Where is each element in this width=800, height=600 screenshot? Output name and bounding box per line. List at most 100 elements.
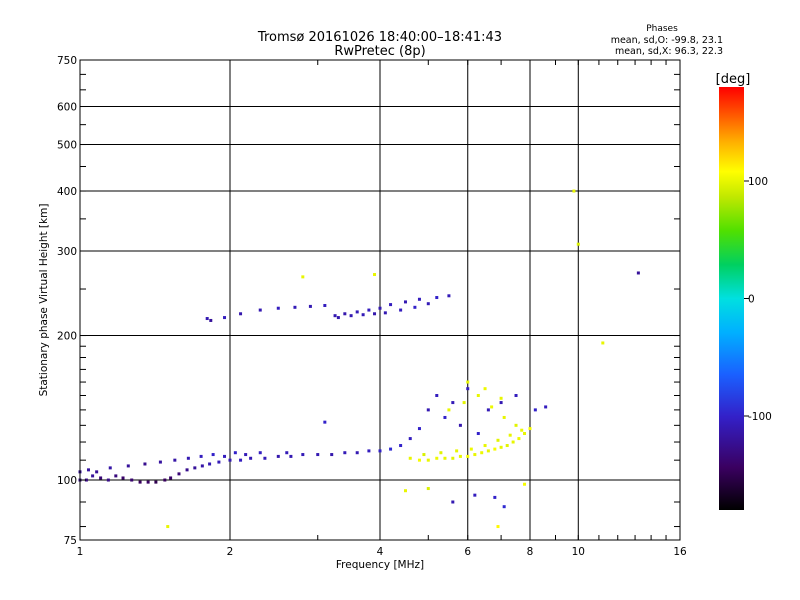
y-tick-label: 750 — [57, 55, 77, 67]
data-point — [378, 449, 382, 453]
data-point — [544, 405, 548, 409]
data-point — [443, 415, 447, 419]
data-point — [533, 408, 537, 412]
legend-line-o: mean, sd,O: -99.8, 23.1 — [611, 35, 723, 46]
data-point — [636, 271, 640, 275]
data-point — [505, 444, 509, 448]
data-point — [106, 478, 110, 482]
data-point — [389, 303, 393, 307]
data-point — [486, 408, 490, 412]
data-point — [435, 296, 439, 300]
data-point — [511, 440, 515, 444]
data-point — [99, 476, 103, 480]
data-point — [502, 505, 506, 509]
data-point — [343, 451, 347, 455]
data-point — [349, 314, 353, 318]
data-point — [301, 453, 305, 457]
data-point — [572, 189, 576, 193]
data-point — [361, 313, 365, 317]
data-point — [143, 462, 147, 466]
data-point — [469, 447, 473, 451]
data-point — [508, 433, 512, 437]
data-point — [223, 316, 227, 320]
data-point — [146, 480, 150, 484]
data-point — [408, 456, 412, 460]
x-tick-labels: 1 2 4 6 8 10 16 — [77, 546, 687, 558]
x-tick-label: 2 — [227, 546, 234, 558]
data-point — [486, 449, 490, 453]
data-point — [426, 302, 430, 306]
data-point — [576, 242, 580, 246]
colorbar-tick-label: 100 — [748, 176, 768, 188]
data-point — [169, 476, 173, 480]
data-point — [323, 303, 327, 307]
data-point — [490, 405, 494, 409]
data-point — [200, 464, 204, 468]
legend-title: Phases — [646, 24, 678, 34]
data-point — [154, 480, 158, 484]
x-tick-label: 10 — [572, 546, 585, 558]
data-point — [514, 423, 518, 427]
data-point — [451, 500, 455, 504]
data-point — [173, 458, 177, 462]
data-point — [476, 394, 480, 398]
data-point — [403, 489, 407, 493]
data-point — [439, 451, 443, 455]
data-point — [528, 427, 532, 431]
data-point — [483, 387, 487, 391]
data-point — [158, 460, 162, 464]
x-tick-label: 4 — [377, 546, 384, 558]
data-point — [233, 451, 237, 455]
data-point — [462, 401, 466, 405]
data-point — [466, 387, 470, 391]
data-point — [417, 297, 421, 301]
data-point — [473, 493, 477, 497]
data-point — [499, 445, 503, 449]
data-point — [601, 341, 605, 345]
data-point — [289, 454, 293, 458]
data-point — [217, 460, 221, 464]
data-point — [166, 525, 170, 529]
data-point — [499, 401, 503, 405]
data-point — [343, 312, 347, 316]
data-point — [223, 454, 227, 458]
data-point — [138, 480, 142, 484]
data-point — [330, 453, 334, 457]
data-point — [476, 432, 480, 436]
data-point — [523, 482, 527, 486]
y-tick-label: 600 — [57, 102, 77, 114]
data-point — [458, 454, 462, 458]
data-point — [130, 478, 134, 482]
data-point — [205, 317, 209, 321]
data-point — [426, 458, 430, 462]
data-point — [293, 305, 297, 309]
grid-lines — [80, 60, 680, 540]
data-point — [520, 428, 524, 432]
data-point — [458, 423, 462, 427]
data-point — [451, 401, 455, 405]
y-axis-label: Stationary phase Virtual Height [km] — [38, 204, 50, 397]
data-point — [514, 394, 518, 398]
data-point — [417, 427, 421, 431]
data-point — [285, 451, 289, 455]
data-point — [114, 474, 118, 478]
data-point — [276, 454, 280, 458]
data-point — [435, 456, 439, 460]
chart-subtitle: RwPretec (8p) — [334, 44, 425, 59]
data-point — [447, 294, 451, 298]
data-point — [323, 420, 327, 424]
data-point — [355, 310, 359, 314]
data-point — [426, 408, 430, 412]
data-point — [249, 456, 253, 460]
data-point — [91, 474, 95, 478]
data-point — [373, 273, 377, 277]
data-point — [84, 478, 88, 482]
data-point — [403, 300, 407, 304]
data-point — [389, 447, 393, 451]
data-point — [211, 453, 215, 457]
data-point — [185, 468, 189, 472]
data-point — [367, 449, 371, 453]
colorbar-label: [deg] — [716, 72, 751, 87]
data-point — [435, 394, 439, 398]
y-tick-labels: 75 100 200 300 400 500 600 750 — [57, 55, 77, 547]
